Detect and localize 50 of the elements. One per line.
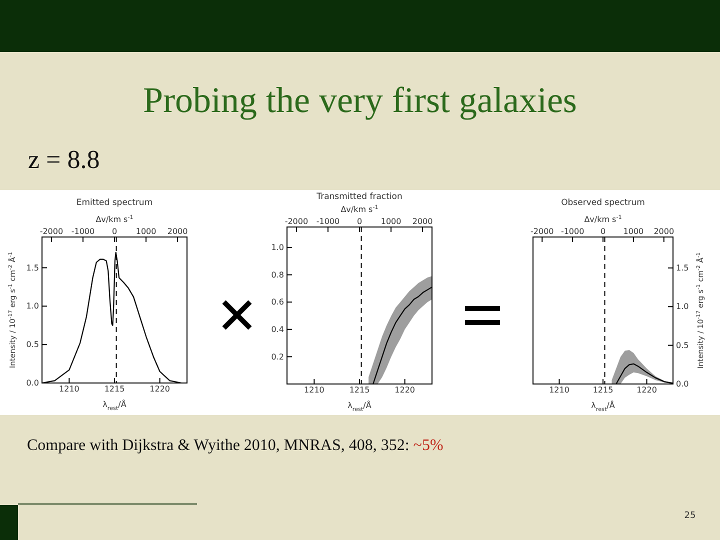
y-tick-label: 0.5	[26, 340, 39, 350]
x-tick-label: 1215	[349, 386, 370, 395]
x2-tick-label: 2000	[167, 227, 188, 236]
y-tick-label: 0.0	[26, 378, 39, 388]
y-tick-label: 1.0	[271, 243, 284, 252]
x2-tick-label: 2000	[654, 227, 674, 236]
x2-tick-label: 2000	[412, 217, 433, 226]
x2-tick-label: 0	[112, 227, 118, 236]
y-tick-label: 0.2	[271, 352, 284, 362]
x-tick-label: 1210	[549, 386, 570, 395]
x2-tick-label: 0	[356, 217, 362, 226]
x2-tick-label: -1000	[560, 227, 584, 236]
text: Compare with Dijkstra & Wyithe 2010, MNRAS, 408, 352: ~5%	[27, 437, 444, 454]
x2-tick-label: -1000	[71, 227, 95, 236]
text: Probing the very first galaxies	[143, 80, 577, 120]
x-tick-label: 1220	[394, 386, 415, 395]
x2-tick-label: 1000	[623, 227, 644, 236]
chart-title: Transmitted fraction	[316, 192, 402, 202]
x-tick-label: 1210	[59, 384, 80, 394]
y-tick-label: 0.8	[271, 270, 284, 280]
text: z = 8.8	[28, 145, 100, 174]
y2-tick-label: 1.0	[676, 302, 689, 312]
y2-tick-label: 0.0	[676, 380, 689, 389]
x-axis-title: λ$_{rest}$/Å	[348, 400, 372, 413]
x2-tick-label: -2000	[530, 227, 554, 236]
x-axis-title: λ$_{rest}$/Å	[591, 400, 616, 413]
y-tick-label: 1.0	[26, 302, 39, 311]
y2-tick-label: 1.5	[676, 264, 689, 273]
x-tick-label: 1210	[304, 386, 324, 395]
x-axis-title: λ$_{rest}$/Å	[102, 399, 127, 412]
y2-tick-label: 0.5	[676, 340, 689, 350]
x2-tick-label: 1000	[136, 227, 156, 236]
y-tick-label: 0.6	[271, 298, 284, 307]
text: 25	[684, 511, 696, 521]
x-tick-label: 1220	[150, 384, 170, 394]
chart-title: Observed spectrum	[561, 198, 645, 208]
x2-axis-title: Δv/km s$^{-1}$	[584, 214, 622, 224]
x-tick-label: 1215	[104, 384, 125, 394]
y-tick-label: 1.5	[26, 263, 39, 272]
x2-tick-label: 1000	[380, 217, 402, 226]
x2-tick-label: -2000	[284, 217, 308, 226]
y-tick-label: 0.4	[271, 324, 284, 334]
x2-axis-title: Δv/km s$^{-1}$	[340, 204, 379, 214]
x2-tick-label: 0	[600, 227, 606, 236]
x2-tick-label: -2000	[40, 227, 64, 236]
x-tick-label: 1220	[636, 386, 657, 395]
x2-axis-title: Δv/km s$^{-1}$	[96, 214, 134, 224]
x-tick-label: 1215	[592, 386, 614, 395]
chart-title: Emitted spectrum	[76, 198, 153, 208]
x2-tick-label: -1000	[316, 217, 340, 226]
